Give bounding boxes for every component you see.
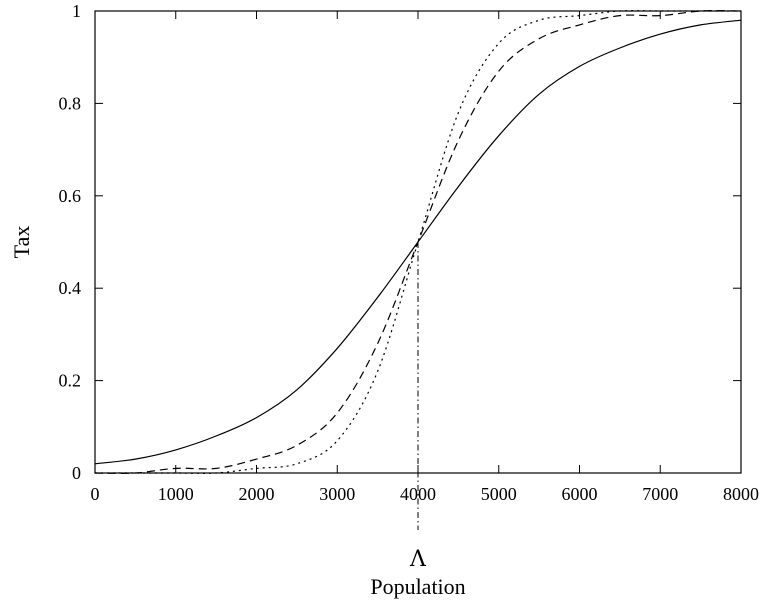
x-tick-label: 6000	[562, 484, 598, 504]
x-tick-label: 3000	[319, 484, 355, 504]
y-tick-label: 1	[72, 1, 81, 21]
x-tick-label: 8000	[723, 484, 759, 504]
ticks-group: 0 1000 2000 3000 4000 5000 6000 7000 8000 0 0.2 0.4…	[59, 1, 760, 504]
x-tick-label: 4000	[400, 484, 436, 504]
y-tick-label: 0.6	[59, 186, 82, 206]
y-tick-label: 0.4	[59, 278, 82, 298]
x-tick-label: 1000	[158, 484, 194, 504]
y-tick-label: 0	[72, 463, 81, 483]
x-tick-label: 5000	[481, 484, 517, 504]
x-tick-label: 0	[91, 484, 100, 504]
x-tick-label: 2000	[239, 484, 275, 504]
lambda-marker-label: Λ	[409, 547, 427, 572]
x-axis-title: Population	[370, 574, 465, 599]
y-axis-title: Tax	[9, 226, 34, 259]
y-tick-label: 0.8	[59, 93, 82, 113]
x-tick-label: 7000	[642, 484, 678, 504]
y-tick-label: 0.2	[59, 371, 82, 391]
